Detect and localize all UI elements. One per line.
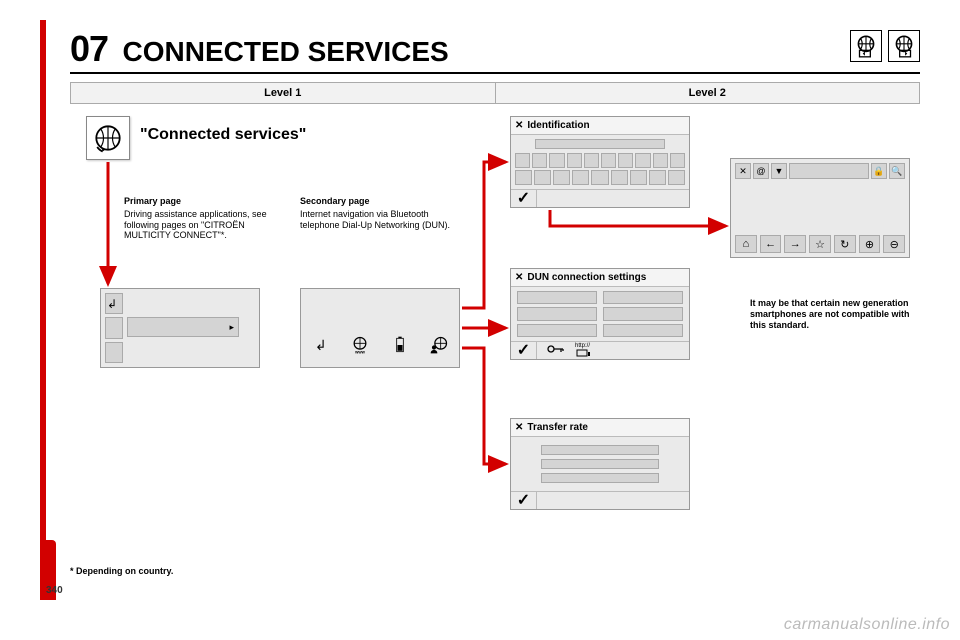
kbd-key[interactable]: [630, 170, 647, 185]
refresh-button[interactable]: ↻: [834, 235, 856, 253]
back-button[interactable]: ←: [760, 235, 782, 253]
battery-icon: [388, 333, 412, 357]
transfer-option[interactable]: [541, 459, 659, 469]
zoom-out-button[interactable]: ⊖: [883, 235, 905, 253]
browser-panel: ✕ @ ▼ 🔒 🔍 ⌂ ← → ☆ ↻ ⊕ ⊖: [730, 158, 910, 258]
svg-text:www: www: [354, 349, 365, 354]
section-number: 07: [70, 28, 108, 69]
level-1-header: Level 1: [71, 83, 496, 103]
text-field[interactable]: [535, 139, 665, 149]
secondary-page-text: Secondary page Internet navigation via B…: [300, 196, 460, 230]
home-button[interactable]: ⌂: [735, 235, 757, 253]
dun-settings-panel: ✕ DUN connection settings ✓ http://: [510, 268, 690, 360]
thumb-side-box: [105, 342, 123, 363]
confirm-button[interactable]: ✓: [511, 190, 537, 207]
forward-button[interactable]: →: [784, 235, 806, 253]
kbd-key[interactable]: [670, 153, 685, 168]
at-icon[interactable]: @: [753, 163, 769, 179]
kbd-key[interactable]: [549, 153, 564, 168]
kbd-key[interactable]: [567, 153, 582, 168]
primary-heading: Primary page: [124, 196, 274, 207]
page-number: 340: [46, 585, 63, 596]
globe-out-icon: [888, 30, 920, 62]
dropdown-icon[interactable]: ▼: [771, 163, 787, 179]
close-icon[interactable]: ✕: [515, 272, 523, 283]
kbd-key[interactable]: [668, 170, 685, 185]
confirm-button[interactable]: ✓: [511, 492, 537, 509]
kbd-key[interactable]: [591, 170, 608, 185]
watermark: carmanualsonline.info: [784, 616, 950, 634]
kbd-key[interactable]: [584, 153, 599, 168]
kbd-key[interactable]: [534, 170, 551, 185]
dun-field[interactable]: [603, 324, 683, 337]
kbd-key[interactable]: [553, 170, 570, 185]
left-accent-bar: [40, 20, 46, 600]
search-icon[interactable]: 🔍: [889, 163, 905, 179]
address-bar[interactable]: [789, 163, 869, 179]
close-icon[interactable]: ✕: [735, 163, 751, 179]
thumb-main-bar: ▸: [127, 317, 239, 337]
www-globe-icon: www: [348, 333, 372, 357]
transfer-option[interactable]: [541, 473, 659, 483]
kbd-key[interactable]: [572, 170, 589, 185]
kbd-key[interactable]: [515, 153, 530, 168]
kbd-key[interactable]: [515, 170, 532, 185]
dun-field[interactable]: [603, 307, 683, 320]
kbd-key[interactable]: [611, 170, 628, 185]
transfer-title: Transfer rate: [527, 422, 588, 433]
kbd-key[interactable]: [618, 153, 633, 168]
transfer-option[interactable]: [541, 445, 659, 455]
close-icon[interactable]: ✕: [515, 422, 523, 433]
page-header: 07 CONNECTED SERVICES: [70, 28, 920, 70]
login-icon: ↲: [107, 297, 117, 311]
key-icon: [547, 344, 565, 357]
play-icon: ▸: [229, 322, 234, 333]
secondary-body: Internet navigation via Bluetooth teleph…: [300, 209, 450, 230]
secondary-heading: Secondary page: [300, 196, 460, 207]
identification-panel: ✕ Identification ✓: [510, 116, 690, 208]
footnote: * Depending on country.: [70, 566, 173, 576]
section-title: "Connected services": [140, 126, 306, 144]
lock-icon: 🔒: [871, 163, 887, 179]
kbd-key[interactable]: [601, 153, 616, 168]
identification-title: Identification: [527, 120, 589, 131]
kbd-key[interactable]: [653, 153, 668, 168]
dun-field[interactable]: [603, 291, 683, 304]
close-icon[interactable]: ✕: [515, 120, 523, 131]
compatibility-note: It may be that certain new generation sm…: [750, 298, 910, 330]
dun-field[interactable]: [517, 291, 597, 304]
bookmark-button[interactable]: ☆: [809, 235, 831, 253]
connected-services-icon: [86, 116, 130, 160]
globe-person-icon: [427, 333, 451, 357]
level-header: Level 1 Level 2: [70, 82, 920, 104]
zoom-in-button[interactable]: ⊕: [859, 235, 881, 253]
header-rule: [70, 72, 920, 74]
thumb-side-box: [105, 317, 123, 338]
login-icon: ↲: [309, 333, 333, 357]
transfer-rate-panel: ✕ Transfer rate ✓: [510, 418, 690, 510]
dun-field[interactable]: [517, 307, 597, 320]
kbd-key[interactable]: [635, 153, 650, 168]
dun-title: DUN connection settings: [527, 272, 646, 283]
dun-field[interactable]: [517, 324, 597, 337]
kbd-key[interactable]: [649, 170, 666, 185]
page-title: CONNECTED SERVICES: [123, 36, 449, 67]
kbd-key[interactable]: [532, 153, 547, 168]
primary-screen-thumb: ↲ ▸: [100, 288, 260, 368]
secondary-screen-thumb: ↲ www: [300, 288, 460, 368]
level-2-header: Level 2: [496, 83, 920, 103]
primary-page-text: Primary page Driving assistance applicat…: [124, 196, 274, 241]
primary-body: Driving assistance applications, see fol…: [124, 209, 267, 241]
confirm-button[interactable]: ✓: [511, 342, 537, 359]
http-icon: http://: [575, 343, 590, 359]
globe-in-icon: [850, 30, 882, 62]
